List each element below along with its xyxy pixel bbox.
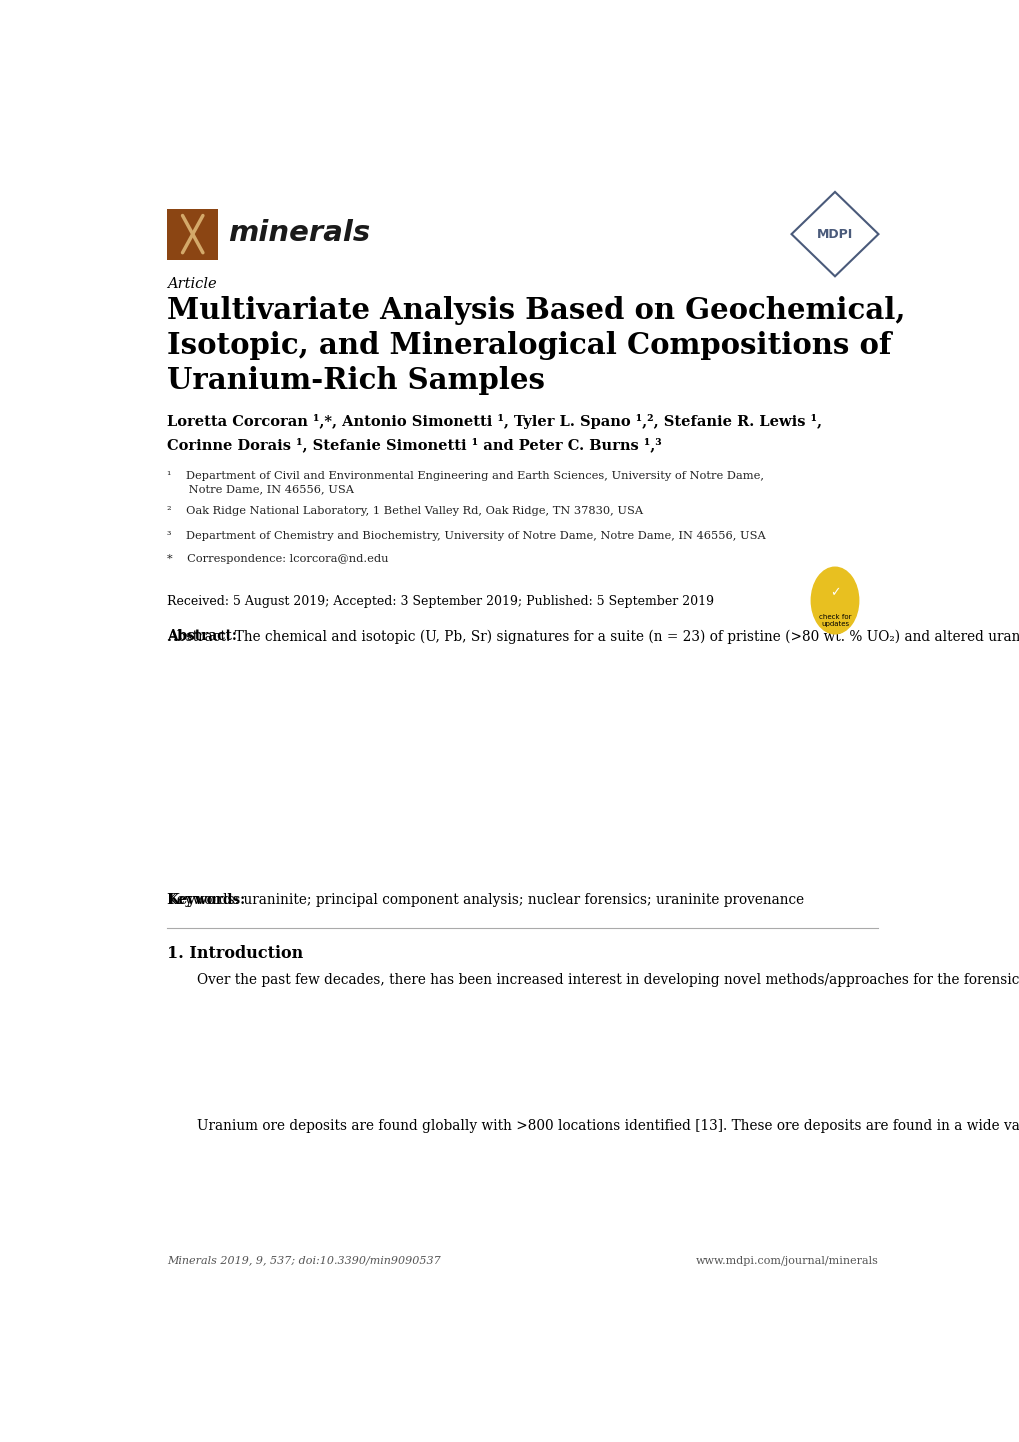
Text: www.mdpi.com/journal/minerals: www.mdpi.com/journal/minerals — [695, 1256, 877, 1266]
Text: MDPI: MDPI — [816, 228, 852, 241]
Text: check for
updates: check for updates — [818, 614, 851, 627]
Text: ³    Department of Chemistry and Biochemistry, University of Notre Dame, Notre D: ³ Department of Chemistry and Biochemist… — [167, 531, 765, 541]
Text: 1. Introduction: 1. Introduction — [167, 945, 303, 962]
Text: Multivariate Analysis Based on Geochemical,
Isotopic, and Mineralogical Composit: Multivariate Analysis Based on Geochemic… — [167, 296, 905, 395]
Text: Corinne Dorais ¹, Stefanie Simonetti ¹ and Peter C. Burns ¹,³: Corinne Dorais ¹, Stefanie Simonetti ¹ a… — [167, 437, 661, 453]
Text: Minerals 2019, 9, 537; doi:10.3390/min9090537: Minerals 2019, 9, 537; doi:10.3390/min90… — [167, 1256, 440, 1266]
Text: Over the past few decades, there has been increased interest in developing novel: Over the past few decades, there has bee… — [197, 972, 1019, 986]
Text: Loretta Corcoran ¹,*, Antonio Simonetti ¹, Tyler L. Spano ¹,², Stefanie R. Lewis: Loretta Corcoran ¹,*, Antonio Simonetti … — [167, 414, 821, 428]
Text: ✓: ✓ — [828, 587, 840, 600]
Text: ²    Oak Ridge National Laboratory, 1 Bethel Valley Rd, Oak Ridge, TN 37830, USA: ² Oak Ridge National Laboratory, 1 Bethe… — [167, 506, 643, 516]
Text: Abstract:: Abstract: — [167, 629, 236, 643]
Text: Keywords:: Keywords: — [167, 893, 245, 907]
Circle shape — [810, 567, 858, 634]
Text: Article: Article — [167, 277, 216, 291]
Text: ¹    Department of Civil and Environmental Engineering and Earth Sciences, Unive: ¹ Department of Civil and Environmental … — [167, 470, 763, 493]
Text: Received: 5 August 2019; Accepted: 3 September 2019; Published: 5 September 2019: Received: 5 August 2019; Accepted: 3 Sep… — [167, 596, 713, 609]
Text: minerals: minerals — [227, 219, 370, 247]
Text: Keywords: uraninite; principal component analysis; nuclear forensics; uraninite : Keywords: uraninite; principal component… — [167, 893, 803, 907]
FancyBboxPatch shape — [167, 209, 218, 260]
Text: *    Correspondence: lcorcora@nd.edu: * Correspondence: lcorcora@nd.edu — [167, 554, 388, 564]
Text: Uranium ore deposits are found globally with >800 locations identified [13]. The: Uranium ore deposits are found globally … — [197, 1119, 1019, 1133]
Text: Abstract: The chemical and isotopic (U, Pb, Sr) signatures for a suite (n = 23) : Abstract: The chemical and isotopic (U, … — [167, 629, 1019, 643]
